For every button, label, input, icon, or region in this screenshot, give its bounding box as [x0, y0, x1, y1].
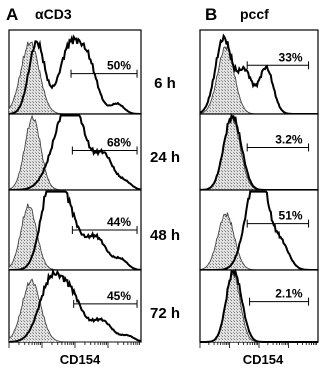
- histogram-panel-a-3: 45%: [8, 268, 142, 348]
- panel-a-x-axis-label: CD154: [60, 352, 101, 367]
- panel-b-x-axis-label: CD154: [243, 352, 284, 367]
- panel-a-title: αCD3: [35, 6, 72, 22]
- control-fill: [200, 212, 318, 270]
- stimulated-histogram: [200, 268, 318, 343]
- time-label-72h: 72 h: [150, 305, 180, 322]
- histogram-panel-b-2: 51%: [199, 189, 319, 271]
- gate-percentage-label: 3.2%: [275, 132, 303, 146]
- control-fill: [200, 271, 318, 342]
- control-fill: [200, 45, 318, 114]
- panel-a-letter: A: [6, 5, 18, 24]
- x-axis-ticks: [8, 342, 140, 348]
- control-fill: [9, 279, 141, 342]
- histogram-panel-b-0: 33%: [199, 29, 319, 115]
- control-fill: [200, 115, 318, 190]
- gate-percentage-label: 50%: [107, 59, 131, 73]
- control-fill: [9, 41, 141, 114]
- histogram-panel-a-0: 50%: [8, 29, 142, 115]
- histogram-panel-b-3: 2.1%: [199, 268, 319, 348]
- stimulated-histogram: [9, 114, 142, 191]
- stimulated-histogram: [8, 34, 141, 115]
- gate-percentage-label: 44%: [107, 215, 131, 229]
- histogram-panel-b-1: 3.2%: [199, 112, 319, 191]
- panel-b-title: pccf: [240, 6, 269, 22]
- histogram-panel-a-2: 44%: [8, 189, 142, 271]
- control-fill: [9, 203, 141, 270]
- histogram-plots: 50% 68% 44% 45% 33% 3.2% 51% 2.1%: [8, 29, 319, 348]
- stimulated-histogram: [8, 268, 142, 343]
- gate-percentage-label: 68%: [107, 135, 131, 149]
- stimulated-histogram: [9, 190, 142, 271]
- control-fill: [9, 115, 141, 190]
- time-label-6h: 6 h: [154, 75, 176, 92]
- panel-b-letter: B: [205, 5, 217, 24]
- gate-percentage-label: 2.1%: [275, 287, 303, 301]
- time-label-48h: 48 h: [150, 227, 180, 244]
- x-axis-ticks: [199, 342, 318, 348]
- gate-percentage-label: 45%: [107, 289, 131, 303]
- gate-percentage-label: 33%: [279, 50, 303, 64]
- histogram-frame: [199, 269, 319, 343]
- gate-percentage-label: 51%: [279, 209, 303, 223]
- histogram-panel-a-1: 68%: [8, 113, 142, 191]
- time-label-24h: 24 h: [150, 149, 180, 166]
